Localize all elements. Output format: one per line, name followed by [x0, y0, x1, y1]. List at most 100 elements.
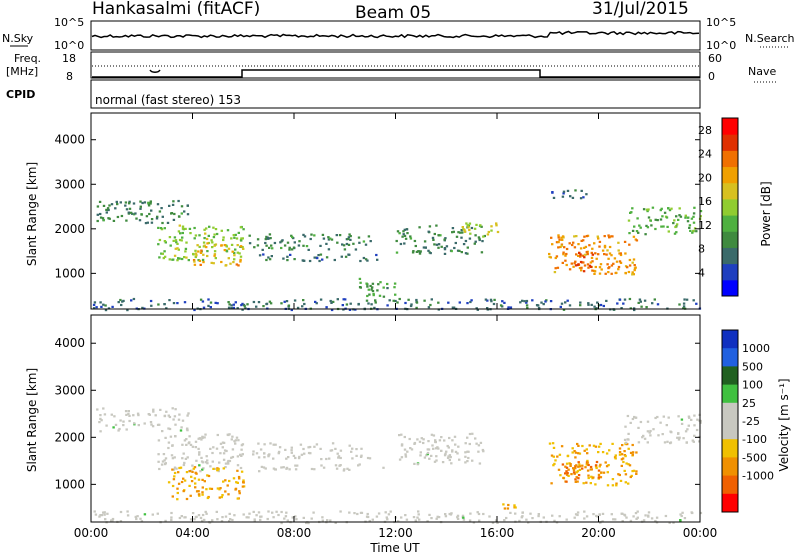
scatter-cell [456, 516, 459, 519]
scatter-cell [233, 251, 236, 254]
scatter-cell [427, 448, 431, 451]
scatter-cell [224, 466, 227, 469]
station-title: Hankasalmi (fitACF) [92, 0, 260, 19]
scatter-cell [110, 519, 113, 522]
scatter-cell [406, 450, 409, 453]
scatter-cell [456, 514, 460, 517]
scatter-cell [315, 443, 319, 446]
scatter-cell [624, 455, 627, 458]
scatter-cell [553, 271, 557, 274]
scatter-cell [353, 512, 356, 515]
scatter-cell [290, 234, 293, 237]
scatter-cell [623, 469, 626, 472]
scatter-cell [372, 294, 375, 297]
scatter-cell [227, 257, 230, 260]
freq-label: Freq. [14, 52, 41, 65]
scatter-cell [173, 254, 177, 257]
scatter-cell [268, 258, 272, 261]
scatter-cell [466, 450, 469, 453]
scatter-cell [172, 418, 175, 421]
scatter-cell [420, 437, 423, 440]
velocity-colorbar-tick: -100 [742, 433, 767, 446]
scatter-cell [199, 298, 203, 301]
scatter-cell [338, 234, 342, 237]
scatter-cell [690, 217, 694, 220]
scatter-cell [240, 237, 243, 240]
scatter-cell [565, 480, 568, 483]
scatter-cell [428, 513, 431, 516]
scatter-cell [649, 219, 652, 222]
y-tick-label: 3000 [54, 177, 85, 191]
scatter-cell [585, 251, 588, 254]
scatter-cell [452, 230, 455, 233]
scatter-cell [409, 304, 413, 308]
scatter-cell [573, 516, 576, 519]
scatter-cell [371, 282, 375, 285]
scatter-cell [595, 460, 599, 464]
scatter-cell [590, 303, 593, 306]
scatter-cell [193, 260, 196, 263]
scatter-cell [444, 515, 448, 518]
scatter-cell [531, 299, 534, 302]
scatter-cell [220, 244, 223, 247]
scatter-cell [272, 457, 275, 460]
scatter-cell [206, 254, 209, 258]
scatter-cell [224, 490, 227, 493]
scatter-cell [673, 232, 677, 235]
scatter-cell [130, 299, 133, 302]
scatter-cell [601, 520, 604, 523]
scatter-cell [682, 305, 686, 308]
scatter-cell [229, 262, 232, 265]
scatter-cell [104, 309, 108, 312]
scatter-cell [236, 244, 239, 247]
scatter-cell [333, 258, 336, 262]
scatter-cell [587, 303, 590, 306]
scatter-cell [174, 408, 177, 411]
scatter-cell [579, 301, 582, 304]
scatter-cell [415, 306, 418, 309]
scatter-cell [467, 226, 470, 229]
scatter-cell [416, 438, 419, 441]
scatter-cell [443, 439, 446, 442]
scatter-cell [503, 519, 506, 522]
y-tick-label: 4000 [54, 133, 85, 147]
scatter-cell [692, 299, 695, 302]
scatter-cell [180, 515, 183, 518]
scatter-cell [374, 301, 377, 304]
scatter-cell [592, 444, 596, 447]
scatter-cell [282, 466, 285, 469]
scatter-cell [620, 307, 623, 310]
scatter-cell [548, 252, 551, 256]
scatter-cell [327, 238, 331, 241]
scatter-cell [629, 421, 632, 424]
scatter-cell [161, 221, 164, 225]
scatter-cell [400, 516, 403, 519]
scatter-cell [346, 467, 349, 470]
scatter-cell [163, 459, 166, 462]
scatter-cell [114, 207, 117, 210]
velocity-colorbar-segment [722, 366, 738, 386]
scatter-cell [606, 471, 609, 474]
scatter-cell [355, 448, 358, 451]
scatter-cell [215, 232, 219, 236]
scatter-cell [158, 256, 161, 259]
scatter-cell [285, 511, 288, 514]
scatter-cell [418, 226, 421, 229]
scatter-cell [220, 260, 223, 264]
scatter-cell [173, 415, 177, 418]
scatter-cell [176, 242, 179, 245]
scatter-cell [648, 431, 651, 434]
scatter-cell [491, 521, 495, 524]
scatter-cell [255, 305, 258, 308]
scatter-cell [205, 512, 208, 515]
scatter-cell [625, 516, 628, 519]
scatter-cell [236, 251, 239, 254]
scatter-cell [201, 493, 204, 496]
scatter-cell [366, 456, 370, 460]
scatter-cell [666, 440, 669, 443]
scatter-cell [230, 243, 234, 246]
scatter-cell [580, 266, 583, 269]
scatter-cell [635, 470, 638, 473]
scatter-cell [431, 236, 435, 239]
